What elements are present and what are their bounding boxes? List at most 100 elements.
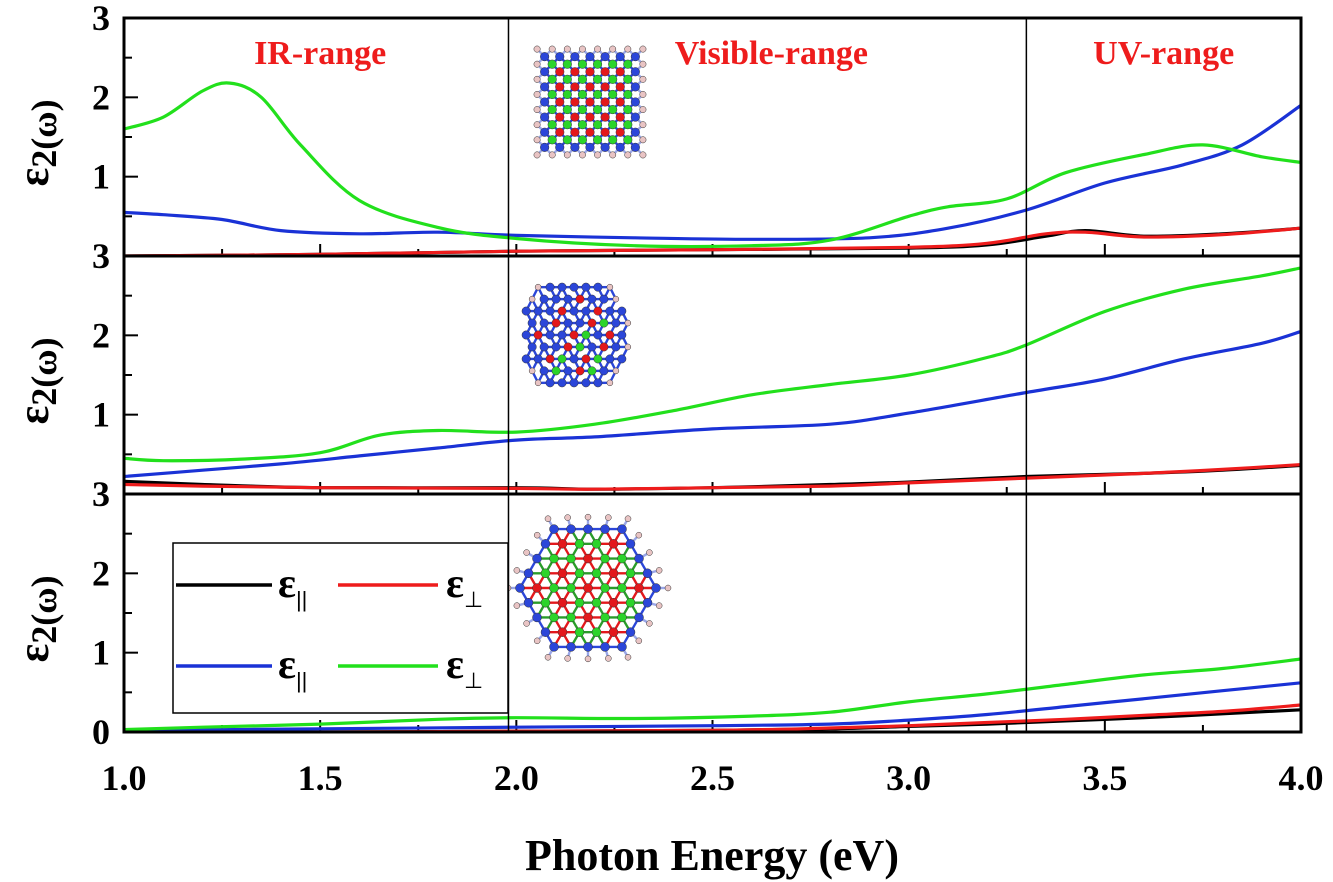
atom xyxy=(617,354,627,364)
atom xyxy=(562,135,572,145)
atom xyxy=(566,612,576,623)
atom xyxy=(612,295,620,303)
atom xyxy=(528,367,536,375)
atom xyxy=(548,45,556,53)
atom xyxy=(540,539,551,549)
y-tick-label: 2 xyxy=(92,315,110,355)
atom xyxy=(583,524,593,534)
atom xyxy=(605,514,612,521)
region-label: IR-range xyxy=(254,35,386,72)
atom xyxy=(593,59,603,69)
atom xyxy=(625,568,636,579)
atom xyxy=(583,642,593,652)
atom xyxy=(600,67,610,77)
atom xyxy=(549,553,559,564)
structure-inset-2 xyxy=(521,282,632,388)
atom xyxy=(587,318,597,328)
atom xyxy=(513,567,521,574)
atom xyxy=(593,105,603,115)
atom xyxy=(585,142,595,152)
atom xyxy=(608,597,619,608)
atom xyxy=(623,89,633,99)
atom xyxy=(562,105,572,115)
atom xyxy=(600,612,610,623)
atom xyxy=(570,67,580,77)
atom xyxy=(585,112,595,122)
atom xyxy=(569,282,579,292)
atom xyxy=(585,67,595,77)
atom xyxy=(544,515,552,522)
structure-inset-3 xyxy=(504,513,672,663)
atom xyxy=(615,97,625,107)
region-label: Visible-range xyxy=(675,35,868,72)
atom xyxy=(630,112,640,122)
atom xyxy=(630,97,640,107)
legend-entry-label: ε⊥ xyxy=(446,642,483,693)
atom xyxy=(625,597,636,608)
atom xyxy=(611,318,621,328)
atom xyxy=(570,82,580,92)
atom xyxy=(600,642,610,652)
atom xyxy=(639,45,647,53)
atom xyxy=(599,366,609,376)
atom xyxy=(523,568,534,579)
svg-text:ε2(ω): ε2(ω) xyxy=(9,337,64,424)
atom xyxy=(615,127,625,137)
atom xyxy=(600,142,610,152)
atom xyxy=(594,151,602,159)
series-line-p2-2 xyxy=(124,463,1301,491)
atom xyxy=(623,105,633,115)
atom xyxy=(639,136,647,144)
atom xyxy=(634,583,644,593)
atom xyxy=(578,45,586,53)
atom xyxy=(545,354,555,364)
atom xyxy=(533,90,541,98)
atom xyxy=(608,74,618,84)
atom xyxy=(562,120,572,130)
y-tick-label: 3 xyxy=(92,236,110,276)
y-tick-label: 2 xyxy=(92,553,110,593)
atom xyxy=(639,90,647,98)
atom xyxy=(577,135,587,145)
atom xyxy=(581,306,591,316)
atom xyxy=(549,612,559,623)
atom xyxy=(557,330,567,340)
y-tick-label: 3 xyxy=(92,474,110,514)
atom xyxy=(563,294,573,304)
atom xyxy=(646,620,653,627)
atom xyxy=(577,105,587,115)
atom xyxy=(555,127,565,137)
atom xyxy=(581,378,591,388)
legend-entry-label: ε|| xyxy=(278,561,307,612)
atom xyxy=(585,97,595,107)
atom xyxy=(574,568,585,579)
atom xyxy=(540,568,551,579)
atom xyxy=(557,282,567,292)
atom xyxy=(547,74,557,84)
atom xyxy=(545,330,555,340)
atom xyxy=(591,568,602,579)
atom xyxy=(608,120,618,130)
atom xyxy=(639,106,647,114)
atom xyxy=(532,612,542,623)
atom xyxy=(625,539,636,549)
atom xyxy=(540,127,550,137)
atom xyxy=(639,151,647,159)
series-line-p1-4 xyxy=(124,81,1301,249)
atom xyxy=(551,318,561,328)
atom xyxy=(557,306,567,316)
atom xyxy=(611,342,621,352)
atom xyxy=(575,342,585,352)
atom xyxy=(577,89,587,99)
y-axis-label: ε2(ω) xyxy=(9,99,64,186)
atom xyxy=(599,294,609,304)
x-tick-label: 3.0 xyxy=(886,758,931,798)
atom xyxy=(570,97,580,107)
atom xyxy=(615,112,625,122)
atom xyxy=(600,524,610,534)
atom xyxy=(625,627,636,637)
x-tick-label: 2.5 xyxy=(690,758,735,798)
atom xyxy=(532,553,542,564)
atom xyxy=(624,343,632,351)
atom xyxy=(521,306,531,316)
